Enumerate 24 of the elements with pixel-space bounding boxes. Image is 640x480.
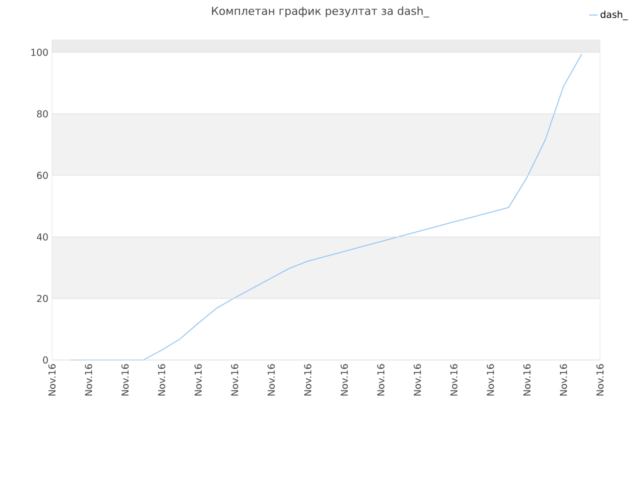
- x-tick-label: Nov.16: [560, 364, 568, 396]
- x-tick-label: Nov.16: [377, 364, 384, 396]
- x-tick-label: Nov.16: [48, 364, 56, 396]
- x-tick-label: Nov.16: [596, 364, 604, 396]
- chart-title: Комплетан график резултат за dash_: [212, 6, 430, 18]
- y-tick-label: 20: [37, 294, 48, 302]
- x-tick-label: Nov.16: [84, 364, 92, 396]
- legend-label: dash_: [600, 10, 628, 20]
- x-tick-label: Nov.16: [194, 364, 202, 396]
- x-tick-label: Nov.16: [340, 364, 348, 396]
- x-tick-label: Nov.16: [523, 364, 531, 396]
- y-tick-label: 80: [37, 110, 48, 118]
- y-tick-label: 0: [43, 356, 48, 364]
- x-tick-label: Nov.16: [486, 364, 494, 396]
- y-tick-label: 40: [36, 233, 48, 241]
- x-tick-label: Nov.16: [231, 364, 238, 396]
- x-tick-label: Nov.16: [414, 364, 421, 396]
- x-tick-label: Nov.16: [158, 364, 166, 396]
- x-tick-label: Nov.16: [268, 364, 275, 396]
- y-tick-label: 100: [31, 48, 48, 56]
- x-tick-label: Nov.16: [121, 364, 129, 396]
- y-tick-label: 60: [37, 172, 48, 179]
- x-tick-label: Nov.16: [450, 364, 458, 396]
- x-tick-label: Nov.16: [304, 364, 312, 396]
